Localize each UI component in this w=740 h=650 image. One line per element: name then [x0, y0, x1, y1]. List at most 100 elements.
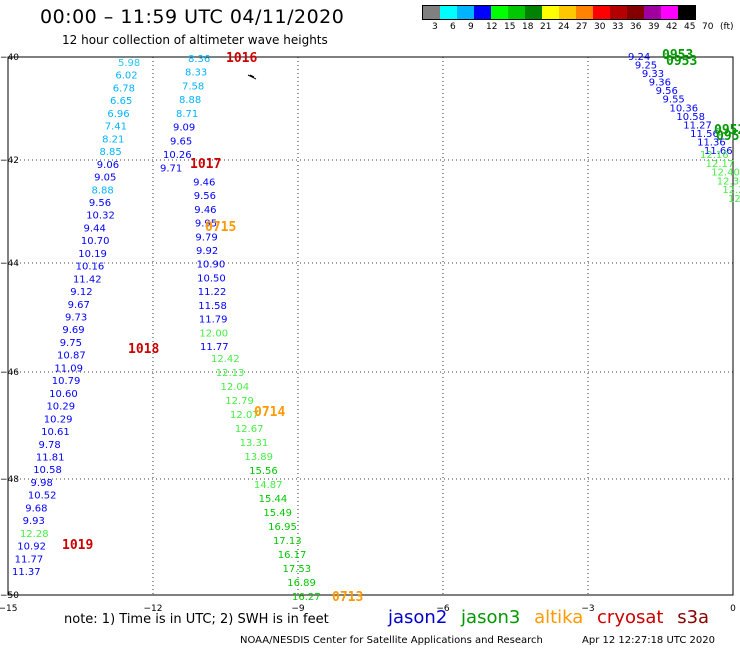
map-frame	[7, 56, 734, 596]
wave-height-label: 12.79	[225, 396, 254, 407]
pass-time-label: 0952	[716, 129, 740, 144]
wave-height-label: 11.22	[198, 287, 227, 298]
legend-jason2: jason2	[388, 607, 448, 628]
wave-height-label: 11.58	[198, 301, 227, 312]
wave-height-label: 9.46	[193, 177, 215, 188]
color-swatch	[559, 6, 576, 19]
wave-height-label: 6.65	[110, 96, 132, 107]
pass-time-label: 0714	[254, 405, 285, 420]
color-scale-label: 21	[540, 22, 552, 32]
wave-height-label: 10.29	[44, 414, 73, 425]
lat-tick-label: −48	[0, 475, 19, 485]
wave-height-label: 9.36	[649, 78, 671, 89]
wave-height-label: 12.42	[211, 354, 240, 365]
wave-height-label: 12.41	[728, 194, 740, 205]
wave-height-label: 10.32	[86, 211, 115, 222]
wave-height-label: 15.49	[263, 508, 292, 519]
wave-height-label: 10.26	[163, 150, 192, 161]
lon-tick-label: 0	[730, 604, 736, 614]
color-scale-label: 70	[702, 22, 714, 32]
wave-height-label: 10.29	[46, 402, 75, 413]
wave-height-label: 8.71	[176, 109, 198, 120]
wave-height-label: 10.79	[52, 376, 81, 387]
wave-height-label: 11.66	[704, 146, 733, 157]
wave-height-label: 10.60	[49, 389, 78, 400]
wave-height-label: 11.77	[15, 554, 44, 565]
wave-height-label: 12.17	[706, 159, 735, 170]
wave-height-label: 10.92	[17, 542, 46, 553]
color-scale-label: 30	[594, 22, 606, 32]
wave-height-label: 8.36	[188, 54, 210, 65]
color-swatch	[423, 6, 440, 19]
color-swatch	[491, 6, 508, 19]
wave-height-label: 14.87	[254, 480, 283, 491]
pass-time-label: 1017	[190, 157, 221, 172]
wave-height-label: 9.98	[31, 478, 53, 489]
wave-height-label: 11.27	[683, 120, 712, 131]
color-scale-label: 24	[558, 22, 570, 32]
wave-height-label: 11.81	[36, 452, 65, 463]
pass-time-label: 0952	[714, 123, 740, 138]
legend-s3a: s3a	[677, 607, 710, 628]
wave-height-label: 16.17	[278, 550, 307, 561]
wave-height-label: 12.16	[700, 150, 729, 161]
wave-height-label: 9.06	[97, 160, 119, 171]
wave-height-label: 10.61	[41, 427, 70, 438]
track-jason3: 12.42 12.13 12.04 12.79 12.07 12.67 13.31 13.89…	[211, 354, 321, 603]
color-scale-label: 9	[468, 22, 474, 32]
wave-height-label: 9.05	[94, 173, 116, 184]
wave-height-label: 9.79	[195, 232, 217, 243]
color-scale-label: 39	[648, 22, 660, 32]
wave-height-label: 10.70	[81, 236, 110, 247]
lat-tick-label: −44	[0, 259, 19, 269]
legend-cryosat: cryosat	[597, 607, 664, 628]
wave-height-label: 8.33	[185, 68, 207, 79]
wave-height-label: 10.36	[669, 103, 698, 114]
wave-height-label: 8.88	[179, 95, 201, 106]
page-title: 00:00 – 11:59 UTC 04/11/2020	[40, 6, 345, 28]
color-scale-label: 36	[630, 22, 642, 32]
pass-time-label: 0953	[666, 54, 697, 69]
satellite-legend: jason2 jason3 altika cryosat s3a	[388, 607, 717, 628]
wave-height-label: 12.00	[199, 328, 228, 339]
color-swatch	[542, 6, 559, 19]
wave-height-label: 9.56	[194, 191, 216, 202]
wave-height-label: 12.28	[722, 185, 740, 196]
lat-tick-label: −46	[0, 368, 19, 378]
wave-height-label: 10.90	[197, 260, 226, 271]
color-scale-labels: 3 6 9 12 15 18 21 24 27 30 33 36 39 42 45 70 (ft)	[422, 22, 734, 36]
lon-tick-label: −3	[581, 604, 594, 614]
wave-height-label: 9.73	[65, 313, 87, 324]
wave-height-label: 13.31	[240, 438, 269, 449]
wave-height-label: 12.13	[216, 368, 245, 379]
wave-height-label: 10.58	[33, 465, 62, 476]
wave-height-label: 10.52	[28, 491, 57, 502]
wave-height-label: 6.96	[107, 109, 129, 120]
wave-height-label: 12.07	[230, 410, 259, 421]
wave-height-label: 16.27	[292, 592, 321, 603]
wave-height-label: 9.95	[195, 219, 217, 230]
wave-height-label: 11.09	[54, 363, 83, 374]
wave-height-label: 11.42	[73, 274, 102, 285]
color-swatch	[644, 6, 661, 19]
wave-height-label: 13.89	[244, 452, 273, 463]
color-scale-label: 12	[486, 22, 498, 32]
color-scale-label: 3	[432, 22, 438, 32]
color-scale-label: 15	[504, 22, 516, 32]
lat-tick-label: −42	[0, 156, 19, 166]
wave-height-label: 9.46	[194, 205, 216, 216]
pass-time-label: 1018	[128, 342, 159, 357]
small-marker-icon	[247, 74, 257, 80]
track-jason2: 5.98 6.026.78 6.65 6.96 7.418.21 8.85 9.06 9.05…	[12, 58, 140, 578]
lon-tick-label: −12	[144, 604, 163, 614]
wave-height-label: 9.92	[196, 246, 218, 257]
color-scale: 3 6 9 12 15 18 21 24 27 30 33 36 39 42 45 70 (ft)	[422, 5, 734, 36]
wave-height-label: 9.24	[628, 52, 650, 63]
pass-time-label: 1019	[62, 538, 93, 553]
footer-credit: NOAA/NESDIS Center for Satellite Applica…	[240, 635, 543, 646]
color-scale-label: 33	[612, 22, 624, 32]
color-scale-label: (ft)	[720, 22, 734, 32]
pass-time-label: 0953	[662, 48, 693, 63]
